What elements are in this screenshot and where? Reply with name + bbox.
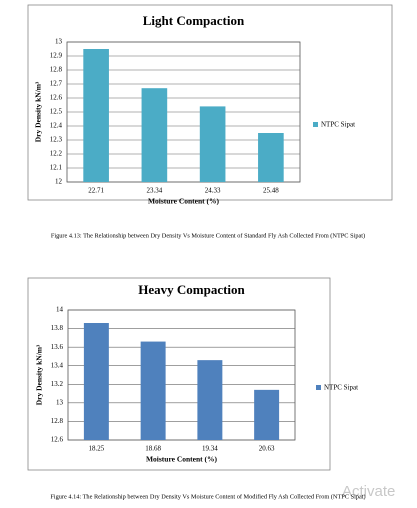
y-tick-label: 14	[56, 306, 64, 314]
x-tick-label: 18.68	[145, 445, 161, 453]
y-tick-label: 13.4	[51, 361, 64, 369]
x-tick-label: 23.34	[147, 187, 163, 195]
x-tick-label: 25.48	[263, 187, 279, 195]
bar	[140, 341, 166, 440]
x-tick-label: 18.25	[89, 445, 105, 453]
bar	[141, 88, 168, 182]
caption: Figure 4.14: The Relationship between Dr…	[50, 493, 365, 500]
y-tick-label: 12.6	[51, 436, 64, 444]
x-axis-title: Moisture Content (%)	[148, 197, 220, 206]
y-tick-label: 12	[55, 178, 63, 186]
y-axis-title: Dry Density kN/m³	[35, 344, 44, 405]
x-tick-label: 24.33	[205, 187, 221, 195]
y-tick-label: 12.7	[50, 80, 63, 88]
chart-frame	[27, 4, 393, 201]
x-tick-label: 22.71	[88, 187, 104, 195]
chart-frame	[27, 277, 331, 471]
y-tick-label: 12.3	[50, 136, 63, 144]
bar	[199, 106, 226, 182]
y-tick-label: 13.2	[51, 380, 64, 388]
y-tick-label: 13.8	[51, 324, 64, 332]
y-tick-label: 12.5	[50, 108, 63, 116]
chart-title: Light Compaction	[143, 13, 245, 28]
bar	[197, 360, 223, 440]
caption: Figure 4.13: The Relationship between Dr…	[51, 232, 365, 239]
y-tick-label: 12.4	[50, 122, 63, 130]
legend-swatch	[316, 385, 321, 390]
y-tick-label: 12.8	[50, 66, 63, 74]
legend-swatch	[313, 122, 318, 127]
chart-title: Heavy Compaction	[138, 282, 245, 297]
legend-label: NTPC Sipat	[324, 384, 358, 392]
y-tick-label: 12.6	[50, 94, 63, 102]
y-tick-label: 13	[56, 398, 64, 406]
bar	[258, 133, 284, 182]
y-tick-label: 13	[55, 38, 63, 46]
y-tick-label: 12.2	[50, 150, 63, 158]
x-tick-label: 20.63	[259, 445, 275, 453]
y-tick-label: 12.1	[50, 164, 63, 172]
bar	[83, 49, 109, 182]
bar	[254, 389, 280, 440]
x-axis-title: Moisture Content (%)	[146, 455, 218, 464]
y-tick-label: 12.8	[51, 417, 64, 425]
watermark: Activate	[342, 483, 395, 500]
y-tick-label: 13.6	[51, 343, 64, 351]
y-axis-title: Dry Density kN/m³	[34, 81, 43, 142]
bar	[83, 323, 109, 440]
legend-label: NTPC Sipat	[321, 121, 355, 129]
y-tick-label: 12.9	[50, 52, 63, 60]
x-tick-label: 19.34	[202, 445, 218, 453]
